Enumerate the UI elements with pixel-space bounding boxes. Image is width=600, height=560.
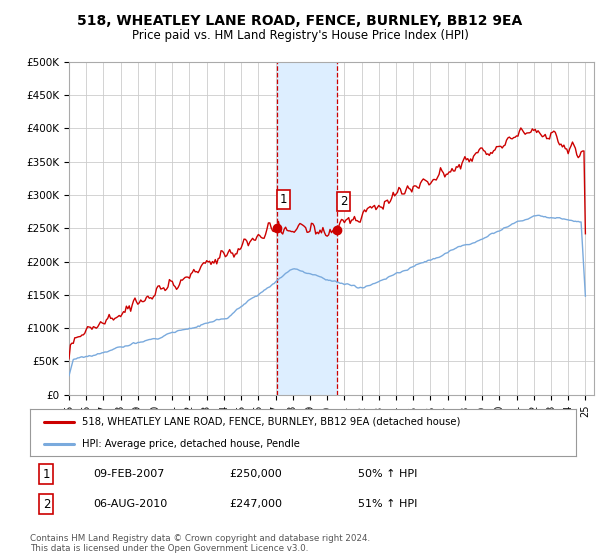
Bar [277,62,337,395]
Text: 1: 1 [43,468,50,480]
Text: 518, WHEATLEY LANE ROAD, FENCE, BURNLEY, BB12 9EA (detached house): 518, WHEATLEY LANE ROAD, FENCE, BURNLEY,… [82,417,460,427]
Text: 518, WHEATLEY LANE ROAD, FENCE, BURNLEY, BB12 9EA: 518, WHEATLEY LANE ROAD, FENCE, BURNLEY,… [77,14,523,28]
Text: 2: 2 [43,498,50,511]
Text: 09-FEB-2007: 09-FEB-2007 [93,469,164,479]
Text: HPI: Average price, detached house, Pendle: HPI: Average price, detached house, Pend… [82,438,300,449]
Text: £247,000: £247,000 [229,500,282,509]
Text: 1: 1 [280,193,287,206]
Text: Price paid vs. HM Land Registry's House Price Index (HPI): Price paid vs. HM Land Registry's House … [131,29,469,42]
Text: 06-AUG-2010: 06-AUG-2010 [93,500,167,509]
Text: £250,000: £250,000 [229,469,282,479]
Text: 51% ↑ HPI: 51% ↑ HPI [358,500,417,509]
Text: 2: 2 [340,195,347,208]
Text: Contains HM Land Registry data © Crown copyright and database right 2024.
This d: Contains HM Land Registry data © Crown c… [30,534,370,553]
Text: 50% ↑ HPI: 50% ↑ HPI [358,469,417,479]
